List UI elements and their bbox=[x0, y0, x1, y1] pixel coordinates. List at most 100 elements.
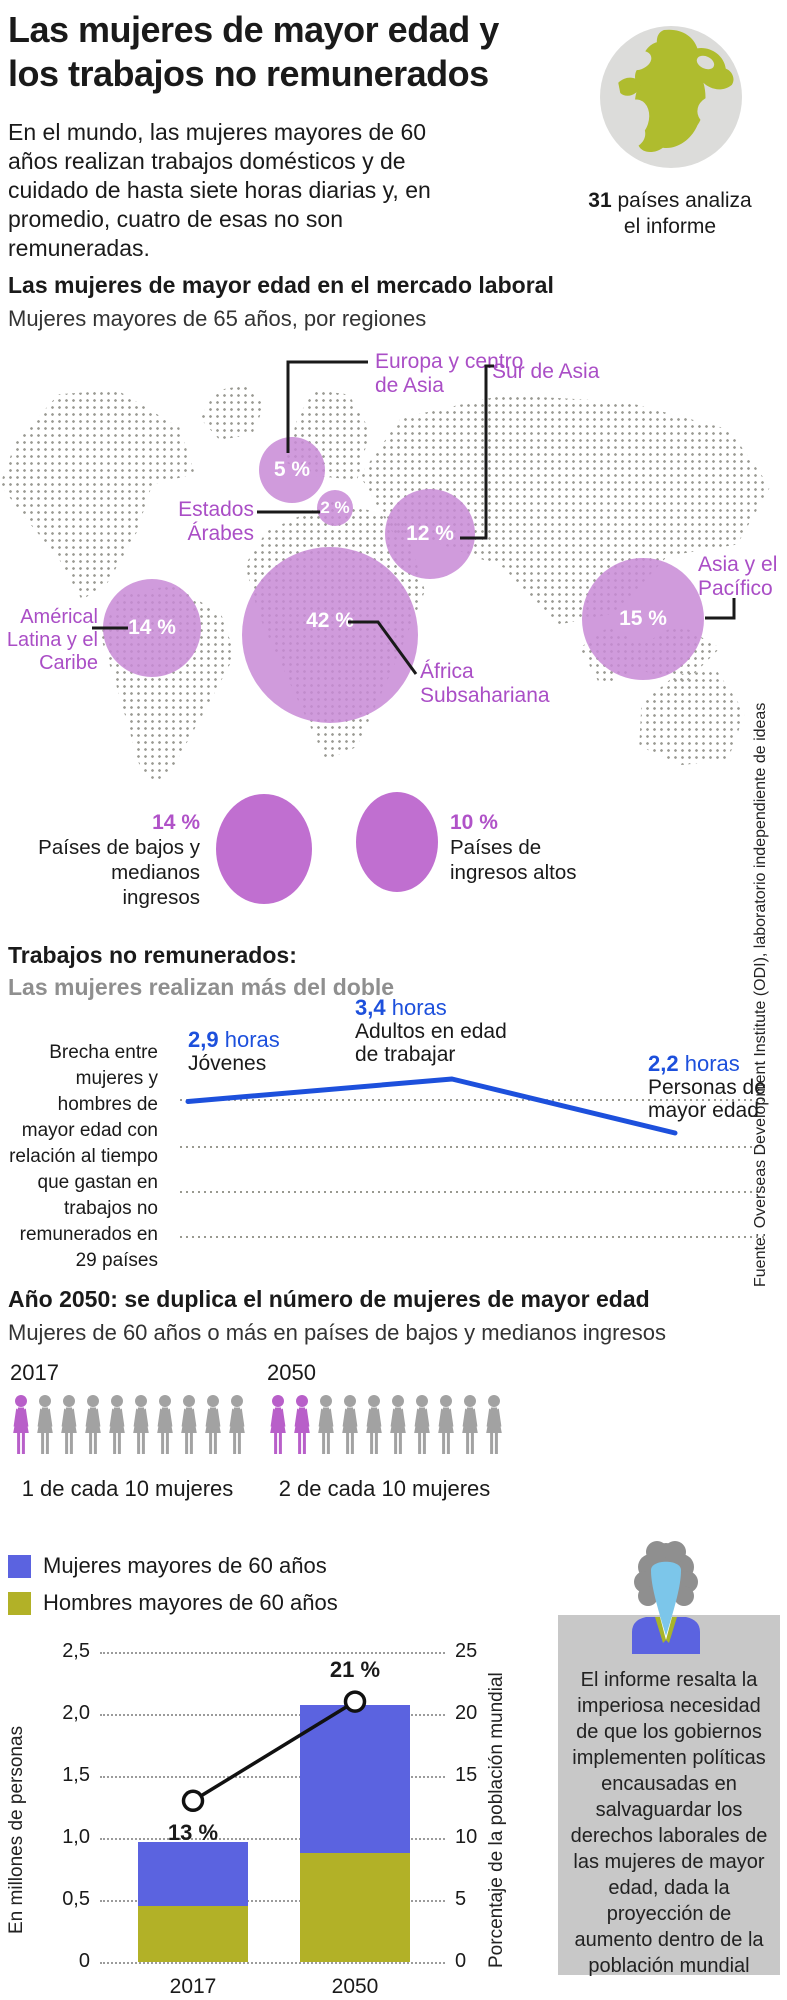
left-tick: 1,5 bbox=[62, 1764, 90, 1786]
bar-mujeres-2017 bbox=[138, 1841, 248, 1907]
left-tick: 2,5 bbox=[62, 1640, 90, 1662]
gridline bbox=[100, 1900, 445, 1902]
left-tick: 2,0 bbox=[62, 1702, 90, 1724]
continent-australia bbox=[639, 670, 745, 765]
market-heading: Las mujeres de mayor edad en el mercado … bbox=[8, 272, 554, 298]
woman-icon bbox=[109, 1395, 125, 1454]
income-high-circle bbox=[356, 792, 438, 892]
label-america-latina: Américal Latina y el Caribe bbox=[6, 606, 98, 674]
bar-hombres-2050 bbox=[300, 1852, 410, 1962]
bubble-estados-arabes: 2 % bbox=[317, 490, 353, 526]
woman-icon bbox=[294, 1395, 310, 1454]
legend-swatch-blue bbox=[8, 1554, 31, 1578]
point-jovenes: 2,9 horas Jóvenes bbox=[188, 1027, 280, 1075]
market-subheading: Mujeres mayores de 65 años, por regiones bbox=[8, 306, 427, 331]
pictogram-row-2050 bbox=[267, 1394, 507, 1456]
pct-label-2017: 13 % bbox=[167, 1819, 219, 1845]
right-tick: 15 bbox=[455, 1764, 478, 1786]
woman-icon bbox=[438, 1395, 454, 1454]
income-low-mid-text: 14 % Países de bajos y medianos ingresos bbox=[38, 810, 200, 910]
label-africa-subsahariana: África Subsahariana bbox=[420, 660, 550, 707]
income-high-label: Países de ingresos altos bbox=[450, 836, 577, 884]
left-tick: 1,0 bbox=[62, 1826, 90, 1848]
point-label: Jóvenes bbox=[188, 1052, 267, 1075]
point-label: Personas de mayor edad bbox=[648, 1076, 766, 1122]
woman-icon bbox=[462, 1395, 478, 1454]
gridline bbox=[100, 1652, 445, 1654]
bar-hombres-2017 bbox=[138, 1906, 248, 1962]
bubble-value: 2 % bbox=[320, 498, 350, 517]
intro-paragraph: En el mundo, las mujeres mayores de 60 a… bbox=[8, 119, 431, 261]
cat-2050: 2050 bbox=[331, 1975, 379, 1998]
note-panel: El informe resalta la imperiosa necesida… bbox=[558, 1615, 780, 1977]
right-axis-title: Porcentaje de la población mundial bbox=[486, 1672, 507, 1968]
woman-icon bbox=[229, 1395, 245, 1454]
income-low-mid-circle bbox=[216, 794, 312, 904]
cat-2017: 2017 bbox=[169, 1975, 217, 1998]
bubble-value: 15 % bbox=[619, 607, 667, 630]
y2050-subheading: Mujeres de 60 años o más en países de ba… bbox=[8, 1320, 666, 1345]
point-label: Adultos en edad de trabajar bbox=[355, 1020, 507, 1066]
pictogram-row-2017 bbox=[10, 1394, 250, 1456]
income-high-text: 10 % Países de ingresos altos bbox=[450, 810, 584, 885]
globe-stat-number: 31 bbox=[588, 189, 612, 212]
note-text: El informe resalta la imperiosa necesida… bbox=[570, 1669, 768, 1977]
right-tick: 20 bbox=[455, 1702, 478, 1724]
right-tick: 25 bbox=[455, 1640, 478, 1662]
woman-icon bbox=[157, 1395, 173, 1454]
y2050-heading: Año 2050: se duplica el número de mujere… bbox=[8, 1286, 650, 1312]
woman-icon bbox=[133, 1395, 149, 1454]
woman-icon bbox=[61, 1395, 77, 1454]
unpaid-caption: Brecha entre mujeres y hombres de mayor … bbox=[9, 1042, 158, 1271]
gridline bbox=[100, 1962, 445, 1964]
unpaid-heading: Trabajos no remunerados: bbox=[8, 942, 297, 968]
income-low-mid-label: Países de bajos y medianos ingresos bbox=[38, 836, 200, 909]
year-2017: 2017 bbox=[10, 1360, 59, 1385]
label-asia-pacifico: Asia y el Pacífico bbox=[698, 553, 778, 600]
globe-stat-text: países analiza el informe bbox=[611, 189, 752, 238]
label-estados-arabes: Estados Árabes bbox=[178, 498, 254, 545]
bar-mujeres-2050 bbox=[300, 1705, 410, 1853]
unpaid-subheading: Las mujeres realizan más del doble bbox=[8, 974, 395, 1000]
legend-swatch-olive bbox=[8, 1591, 31, 1615]
year-2050: 2050 bbox=[267, 1360, 316, 1385]
left-axis-title: En millones de personas bbox=[6, 1725, 27, 1935]
legend-mujeres: Mujeres mayores de 60 años bbox=[8, 1553, 327, 1579]
caption-2017: 1 de cada 10 mujeres bbox=[21, 1476, 234, 1501]
bubble-sur-de-asia: 12 % bbox=[385, 489, 475, 579]
woman-icon bbox=[181, 1395, 197, 1454]
woman-icon bbox=[486, 1395, 502, 1454]
bubble-value: 14 % bbox=[128, 616, 176, 639]
caption-2050: 2 de cada 10 mujeres bbox=[278, 1476, 491, 1501]
globe-icon bbox=[600, 26, 742, 168]
woman-icon bbox=[318, 1395, 334, 1454]
bubble-asia-pacifico: 15 % bbox=[582, 558, 704, 680]
page-title: Las mujeres de mayor edad y los trabajos… bbox=[8, 9, 499, 94]
woman-icon bbox=[342, 1395, 358, 1454]
woman-icon bbox=[13, 1395, 29, 1454]
woman-icon bbox=[390, 1395, 406, 1454]
bubble-value: 12 % bbox=[406, 522, 454, 545]
income-high-value: 10 % bbox=[450, 811, 498, 834]
hours-line-chart bbox=[180, 1076, 768, 1238]
point-mayores: 2,2 horas Personas de mayor edad bbox=[648, 1051, 766, 1122]
globe-stat: 31 países analiza el informe bbox=[580, 188, 760, 240]
bubble-value: 42 % bbox=[306, 609, 354, 632]
legend-label: Hombres mayores de 60 años bbox=[43, 1590, 338, 1615]
continent-north-america bbox=[0, 390, 195, 600]
left-tick: 0,5 bbox=[62, 1888, 90, 1910]
source-credit: Fuente: Overseas Development Institute (… bbox=[752, 702, 769, 1288]
continent-greenland bbox=[200, 385, 265, 440]
point-adultos: 3,4 horas Adultos en edad de trabajar bbox=[355, 995, 507, 1066]
bubble-europa-centro-asia: 5 % bbox=[259, 437, 325, 503]
woman-icon bbox=[270, 1395, 286, 1454]
right-tick: 5 bbox=[455, 1888, 467, 1910]
woman-icon bbox=[85, 1395, 101, 1454]
woman-icon bbox=[205, 1395, 221, 1454]
woman-icon bbox=[366, 1395, 382, 1454]
world-bubble-map: 5 % 2 % 12 % 42 % 15 % 14 % Europa y cen… bbox=[0, 350, 787, 790]
bubble-value: 5 % bbox=[273, 458, 311, 481]
bubble-america-latina: 14 % bbox=[103, 579, 201, 677]
legend-label: Mujeres mayores de 60 años bbox=[43, 1553, 327, 1578]
